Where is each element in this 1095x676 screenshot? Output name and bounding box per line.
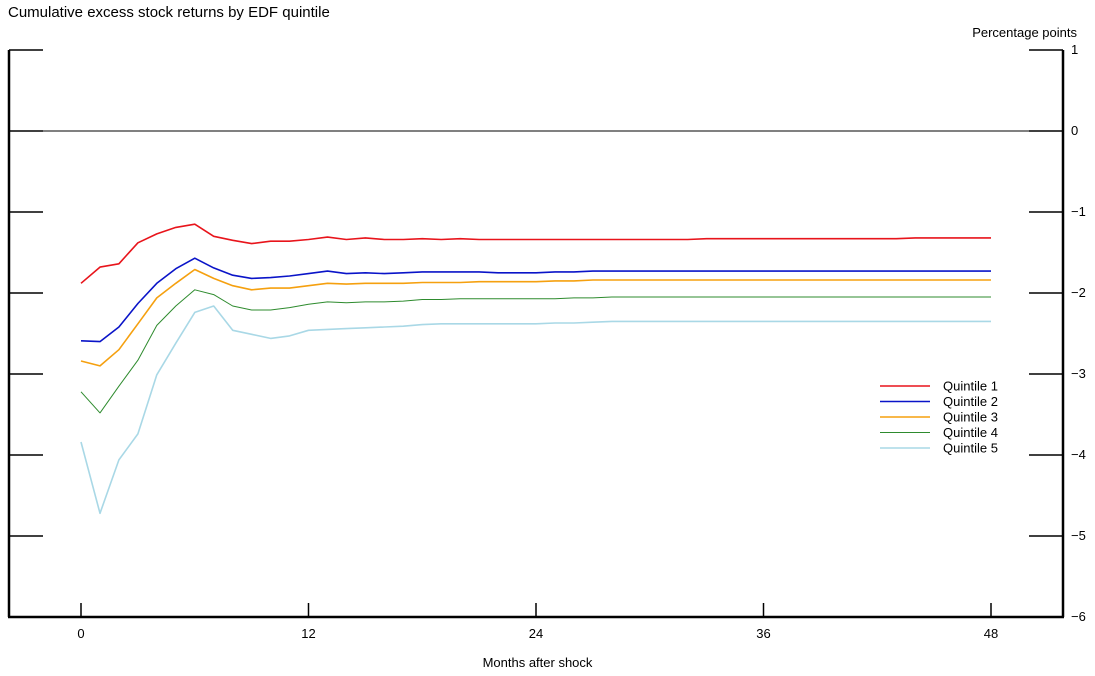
- y-tick-label: −6: [1071, 609, 1086, 624]
- y-tick-label: −4: [1071, 447, 1086, 462]
- x-tick-label: 12: [301, 626, 315, 641]
- legend-label: Quintile 4: [943, 425, 998, 440]
- y-tick-label: 0: [1071, 123, 1078, 138]
- legend-label: Quintile 2: [943, 394, 998, 409]
- y-tick-label: −5: [1071, 528, 1086, 543]
- y-tick-label: 1: [1071, 42, 1078, 57]
- chart-title: Cumulative excess stock returns by EDF q…: [8, 4, 330, 21]
- x-tick-label: 48: [984, 626, 998, 641]
- series-lines: [80, 223, 991, 515]
- y-tick-label: −3: [1071, 366, 1086, 381]
- legend-label: Quintile 3: [943, 410, 998, 425]
- series-line-quintile-5: [80, 305, 991, 515]
- y-tick-label: −1: [1071, 204, 1086, 219]
- y-tick-label: −2: [1071, 285, 1086, 300]
- x-tick-label: 36: [756, 626, 770, 641]
- plot-frame: [7, 50, 1065, 619]
- series-line-quintile-2: [80, 257, 991, 343]
- series-line-quintile-3: [80, 268, 991, 367]
- x-tick-label: 0: [77, 626, 84, 641]
- series-line-quintile-4: [80, 289, 991, 414]
- legend-label: Quintile 5: [943, 441, 998, 456]
- y-axis-units-label: Percentage points: [972, 25, 1077, 40]
- series-line-quintile-1: [80, 223, 991, 284]
- axis-ticks: 1 0 −1 −2 −3 −4 −5 −6 0 12 24 36 48: [9, 42, 1086, 641]
- x-axis-title: Months after shock: [482, 655, 593, 670]
- legend-label: Quintile 1: [943, 379, 998, 394]
- x-tick-label: 24: [529, 626, 543, 641]
